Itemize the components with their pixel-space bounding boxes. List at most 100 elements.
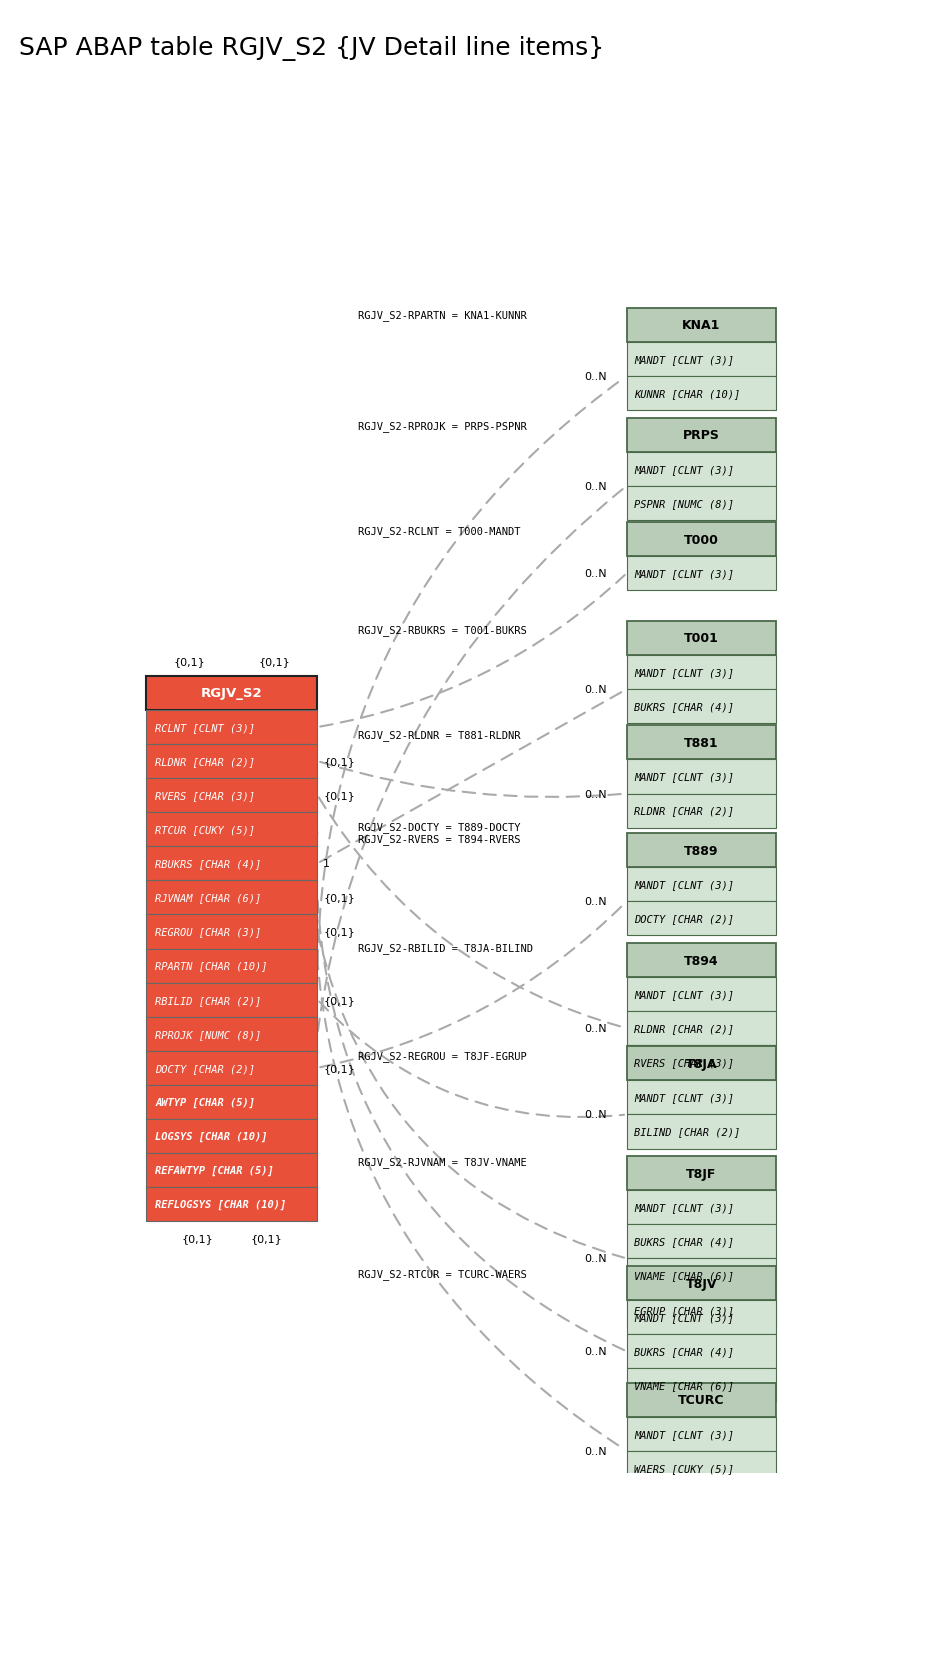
Text: 0..N: 0..N bbox=[584, 1347, 607, 1357]
FancyBboxPatch shape bbox=[146, 1154, 317, 1187]
Text: T881: T881 bbox=[685, 736, 718, 750]
Text: RBUKRS [CHAR (4)]: RBUKRS [CHAR (4)] bbox=[155, 859, 261, 869]
Text: {0,1}: {0,1} bbox=[323, 756, 355, 766]
FancyBboxPatch shape bbox=[627, 1157, 776, 1190]
FancyBboxPatch shape bbox=[627, 1011, 776, 1046]
FancyBboxPatch shape bbox=[627, 452, 776, 487]
Text: RGJV_S2-RTCUR = TCURC-WAERS: RGJV_S2-RTCUR = TCURC-WAERS bbox=[358, 1269, 526, 1279]
Text: MANDT [CLNT (3)]: MANDT [CLNT (3)] bbox=[634, 667, 734, 677]
Text: AWTYP [CHAR (5)]: AWTYP [CHAR (5)] bbox=[155, 1097, 255, 1107]
Text: MANDT [CLNT (3)]: MANDT [CLNT (3)] bbox=[634, 569, 734, 579]
Text: {0,1}: {0,1} bbox=[323, 791, 355, 801]
FancyBboxPatch shape bbox=[146, 880, 317, 915]
Text: PSPNR [NUMC (8)]: PSPNR [NUMC (8)] bbox=[634, 498, 734, 508]
Text: {0,1}: {0,1} bbox=[323, 995, 355, 1005]
FancyBboxPatch shape bbox=[627, 727, 776, 760]
Text: {0,1}: {0,1} bbox=[323, 1063, 355, 1072]
FancyBboxPatch shape bbox=[146, 948, 317, 983]
Text: {0,1}: {0,1} bbox=[251, 1233, 282, 1243]
FancyBboxPatch shape bbox=[627, 1259, 776, 1293]
Text: RLDNR [CHAR (2)]: RLDNR [CHAR (2)] bbox=[634, 1023, 734, 1034]
Text: {0,1}: {0,1} bbox=[174, 657, 205, 667]
Text: RCLNT [CLNT (3)]: RCLNT [CLNT (3)] bbox=[155, 723, 255, 733]
Text: DOCTY [CHAR (2)]: DOCTY [CHAR (2)] bbox=[155, 1063, 255, 1072]
Text: RBILID [CHAR (2)]: RBILID [CHAR (2)] bbox=[155, 995, 261, 1005]
Text: RGJV_S2-DOCTY = T889-DOCTY: RGJV_S2-DOCTY = T889-DOCTY bbox=[358, 821, 520, 832]
FancyBboxPatch shape bbox=[627, 978, 776, 1011]
Text: 0..N: 0..N bbox=[584, 789, 607, 799]
FancyBboxPatch shape bbox=[146, 778, 317, 813]
Text: 0..N: 0..N bbox=[584, 685, 607, 695]
Text: RPROJK [NUMC (8)]: RPROJK [NUMC (8)] bbox=[155, 1029, 261, 1039]
Text: MANDT [CLNT (3)]: MANDT [CLNT (3)] bbox=[634, 1203, 734, 1213]
Text: T8JV: T8JV bbox=[685, 1278, 717, 1289]
FancyBboxPatch shape bbox=[627, 622, 776, 655]
FancyBboxPatch shape bbox=[146, 983, 317, 1018]
Text: RGJV_S2-RPROJK = PRPS-PSPNR: RGJV_S2-RPROJK = PRPS-PSPNR bbox=[358, 420, 526, 432]
FancyBboxPatch shape bbox=[146, 1086, 317, 1119]
Text: T894: T894 bbox=[685, 953, 718, 967]
FancyBboxPatch shape bbox=[627, 308, 776, 343]
FancyBboxPatch shape bbox=[146, 813, 317, 847]
FancyBboxPatch shape bbox=[627, 343, 776, 377]
FancyBboxPatch shape bbox=[627, 834, 776, 867]
FancyBboxPatch shape bbox=[146, 745, 317, 778]
FancyBboxPatch shape bbox=[146, 710, 317, 745]
Text: 0..N: 0..N bbox=[584, 897, 607, 907]
Text: T000: T000 bbox=[684, 533, 719, 546]
Text: {0,1}: {0,1} bbox=[182, 1233, 214, 1243]
FancyBboxPatch shape bbox=[627, 419, 776, 452]
Text: {0,1}: {0,1} bbox=[259, 657, 291, 667]
FancyBboxPatch shape bbox=[627, 377, 776, 410]
FancyBboxPatch shape bbox=[627, 1451, 776, 1485]
Text: {0,1}: {0,1} bbox=[323, 927, 355, 937]
FancyBboxPatch shape bbox=[627, 1334, 776, 1369]
Text: {0,1}: {0,1} bbox=[323, 892, 355, 904]
FancyBboxPatch shape bbox=[146, 1119, 317, 1154]
FancyBboxPatch shape bbox=[627, 655, 776, 690]
FancyBboxPatch shape bbox=[627, 1115, 776, 1149]
Text: MANDT [CLNT (3)]: MANDT [CLNT (3)] bbox=[634, 465, 734, 475]
Text: SAP ABAP table RGJV_S2 {JV Detail line items}: SAP ABAP table RGJV_S2 {JV Detail line i… bbox=[19, 36, 604, 61]
FancyBboxPatch shape bbox=[627, 690, 776, 723]
Text: 0..N: 0..N bbox=[584, 1111, 607, 1120]
Text: RGJV_S2-RBILID = T8JA-BILIND: RGJV_S2-RBILID = T8JA-BILIND bbox=[358, 942, 532, 953]
Text: 0..N: 0..N bbox=[584, 372, 607, 382]
FancyBboxPatch shape bbox=[627, 1046, 776, 1081]
FancyBboxPatch shape bbox=[627, 1190, 776, 1225]
Text: RGJV_S2-REGROU = T8JF-EGRUP: RGJV_S2-REGROU = T8JF-EGRUP bbox=[358, 1049, 526, 1061]
Text: WAERS [CUKY (5)]: WAERS [CUKY (5)] bbox=[634, 1463, 734, 1473]
Text: BUKRS [CHAR (4)]: BUKRS [CHAR (4)] bbox=[634, 1236, 734, 1246]
Text: RVERS [CHAR (3)]: RVERS [CHAR (3)] bbox=[634, 1058, 734, 1067]
FancyBboxPatch shape bbox=[627, 1225, 776, 1259]
Text: BUKRS [CHAR (4)]: BUKRS [CHAR (4)] bbox=[634, 702, 734, 712]
Text: T001: T001 bbox=[684, 632, 719, 645]
FancyBboxPatch shape bbox=[627, 1266, 776, 1301]
FancyBboxPatch shape bbox=[146, 1187, 317, 1221]
Text: 0..N: 0..N bbox=[584, 1023, 607, 1034]
Text: MANDT [CLNT (3)]: MANDT [CLNT (3)] bbox=[634, 990, 734, 1000]
Text: LOGSYS [CHAR (10)]: LOGSYS [CHAR (10)] bbox=[155, 1130, 268, 1142]
FancyBboxPatch shape bbox=[627, 1081, 776, 1115]
FancyBboxPatch shape bbox=[627, 794, 776, 828]
Text: RVERS [CHAR (3)]: RVERS [CHAR (3)] bbox=[155, 791, 255, 801]
Text: DOCTY [CHAR (2)]: DOCTY [CHAR (2)] bbox=[634, 914, 734, 923]
Text: RLDNR [CHAR (2)]: RLDNR [CHAR (2)] bbox=[155, 756, 255, 766]
Text: RLDNR [CHAR (2)]: RLDNR [CHAR (2)] bbox=[634, 806, 734, 816]
Text: 1: 1 bbox=[323, 859, 331, 869]
Text: RGJV_S2: RGJV_S2 bbox=[201, 687, 263, 700]
FancyBboxPatch shape bbox=[627, 902, 776, 935]
Text: RGJV_S2-RLDNR = T881-RLDNR: RGJV_S2-RLDNR = T881-RLDNR bbox=[358, 730, 520, 740]
FancyBboxPatch shape bbox=[146, 1018, 317, 1051]
Text: RTCUR [CUKY (5)]: RTCUR [CUKY (5)] bbox=[155, 824, 255, 834]
Text: EGRUP [CHAR (3)]: EGRUP [CHAR (3)] bbox=[634, 1304, 734, 1314]
Text: RGJV_S2-RPARTN = KNA1-KUNNR: RGJV_S2-RPARTN = KNA1-KUNNR bbox=[358, 309, 526, 321]
Text: MANDT [CLNT (3)]: MANDT [CLNT (3)] bbox=[634, 1092, 734, 1102]
FancyBboxPatch shape bbox=[627, 943, 776, 978]
Text: BILIND [CHAR (2)]: BILIND [CHAR (2)] bbox=[634, 1127, 740, 1137]
Text: RGJV_S2-RVERS = T894-RVERS: RGJV_S2-RVERS = T894-RVERS bbox=[358, 834, 520, 844]
Text: REGROU [CHAR (3)]: REGROU [CHAR (3)] bbox=[155, 927, 261, 937]
Text: MANDT [CLNT (3)]: MANDT [CLNT (3)] bbox=[634, 771, 734, 783]
FancyBboxPatch shape bbox=[146, 847, 317, 880]
Text: RGJV_S2-RCLNT = T000-MANDT: RGJV_S2-RCLNT = T000-MANDT bbox=[358, 526, 520, 536]
